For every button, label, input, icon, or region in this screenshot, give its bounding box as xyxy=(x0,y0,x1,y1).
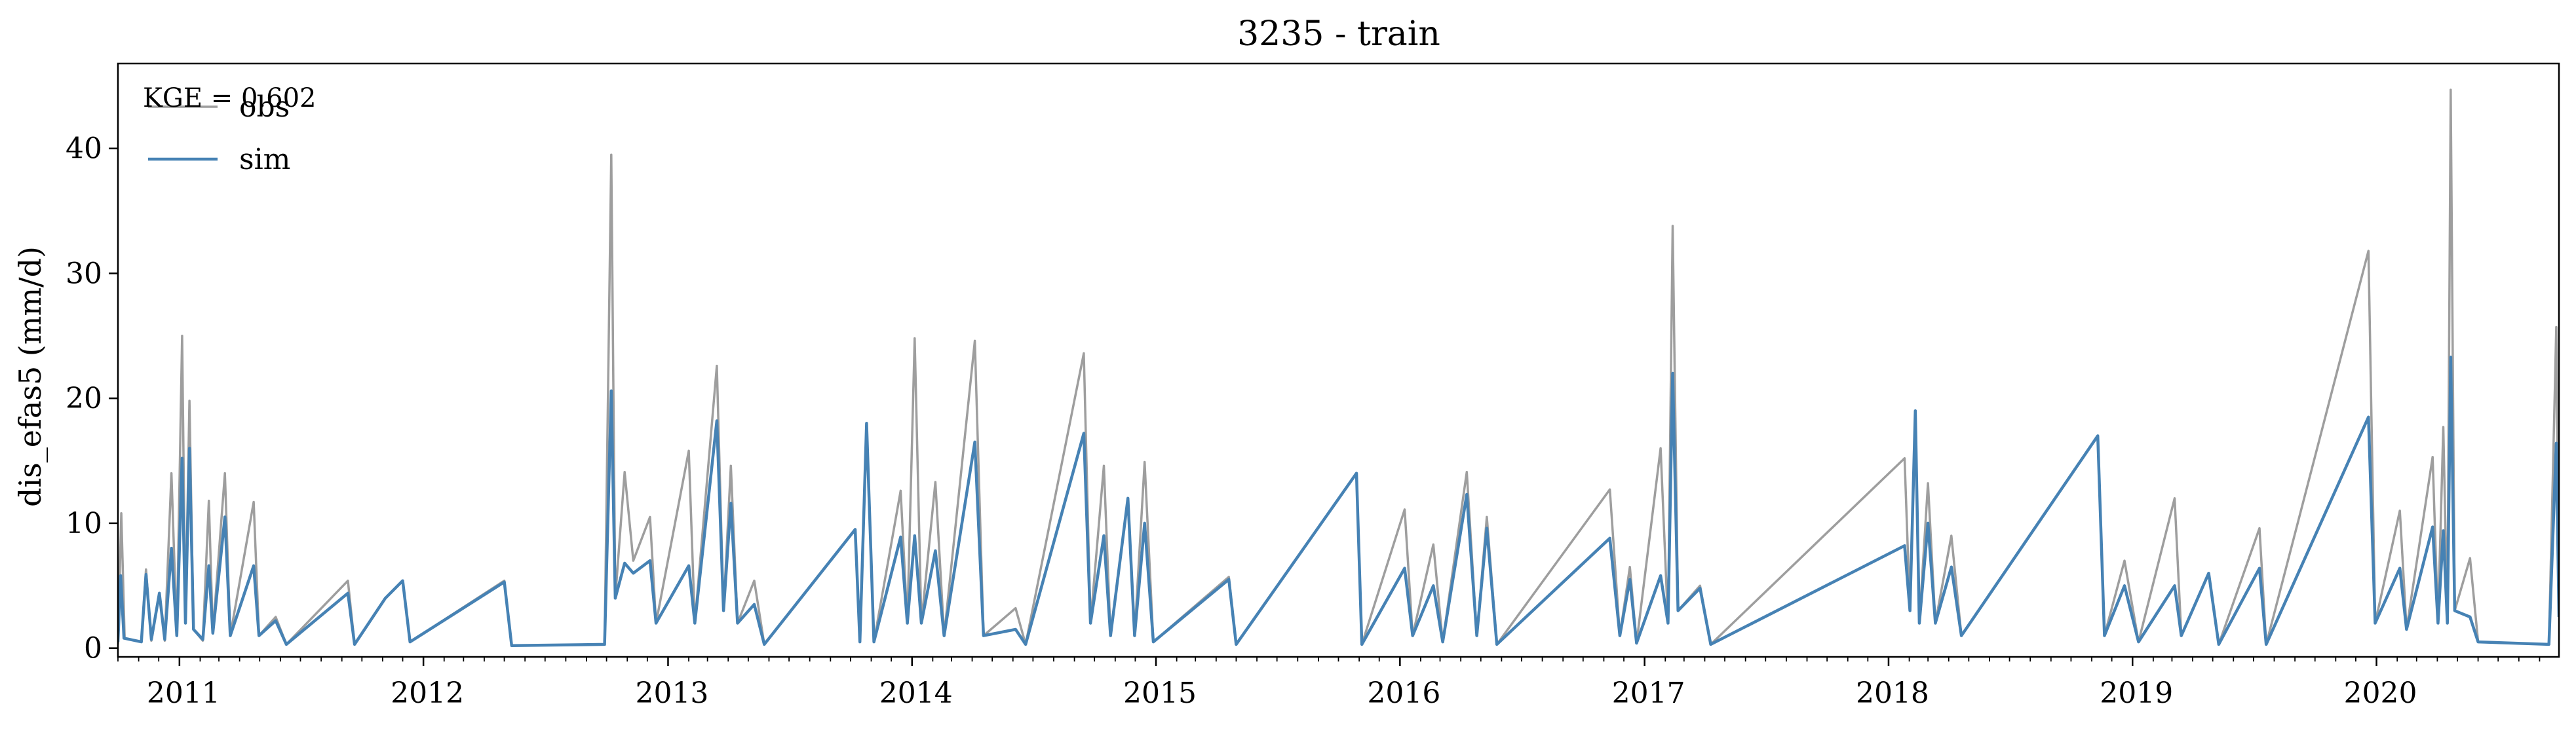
y-tick-label: 0 xyxy=(84,632,102,665)
x-tick-label: 2012 xyxy=(391,677,464,710)
x-tick-label: 2016 xyxy=(1367,677,1440,710)
kge-annotation: KGE = 0.602 xyxy=(143,83,317,113)
x-tick-label: 2019 xyxy=(2100,677,2173,710)
plot-frame xyxy=(117,62,2560,658)
series-line-obs xyxy=(118,88,2559,647)
x-tick-label: 2018 xyxy=(1856,677,1929,710)
x-tick-label: 2014 xyxy=(879,677,953,710)
y-tick-label: 40 xyxy=(66,132,102,166)
legend-label-obs: obs xyxy=(239,90,290,124)
y-tick-label: 10 xyxy=(66,507,102,540)
x-tick-label: 2013 xyxy=(635,677,708,710)
x-tick-label: 2011 xyxy=(147,677,220,710)
legend-label-sim: sim xyxy=(239,143,290,176)
chart-title: 3235 - train xyxy=(1237,14,1440,54)
series-line-sim xyxy=(118,355,2559,648)
x-tick-label: 2015 xyxy=(1123,677,1197,710)
y-tick-label: 30 xyxy=(66,257,102,290)
x-tick-label: 2017 xyxy=(1612,677,1685,710)
y-tick-label: 20 xyxy=(66,382,102,415)
x-tick-label: 2020 xyxy=(2344,677,2417,710)
legend: obs sim xyxy=(148,90,290,176)
y-axis-label: dis_efas5 (mm/d) xyxy=(12,246,48,507)
